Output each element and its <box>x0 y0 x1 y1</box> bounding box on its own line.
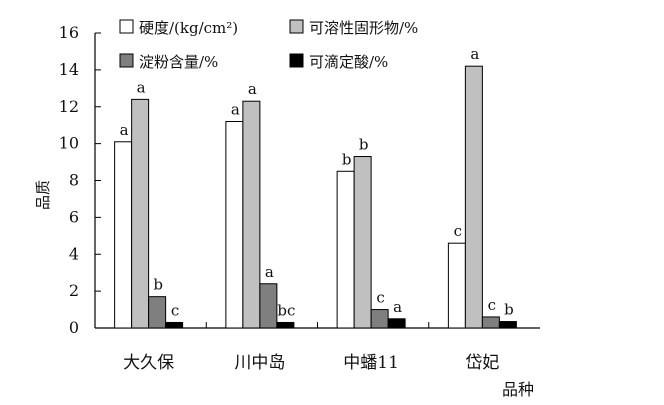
bar <box>114 141 133 329</box>
significance-letter: a <box>248 80 257 98</box>
bar <box>242 100 261 329</box>
legend: 硬度/(kg/cm²) 可溶性固形物/% 淀粉含量/% 可滴定酸/% <box>119 19 418 71</box>
legend-swatch <box>119 19 134 34</box>
bar <box>447 242 466 329</box>
legend-label: 可滴定酸/% <box>309 53 388 71</box>
bar <box>370 309 389 329</box>
bar <box>131 98 150 329</box>
significance-letter: c <box>454 222 462 240</box>
significance-letter: c <box>171 301 179 319</box>
significance-letter: a <box>265 263 274 281</box>
significance-letter: b <box>153 276 163 294</box>
y-tick-label: 2 <box>69 281 79 300</box>
significance-letter: b <box>342 150 352 168</box>
x-category-label: 川中岛 <box>234 353 285 373</box>
x-category-label: 大久保 <box>123 353 174 373</box>
y-tick-label: 8 <box>69 171 79 190</box>
y-tick-label: 10 <box>59 134 79 153</box>
legend-swatch <box>289 53 304 68</box>
bar <box>259 283 278 329</box>
legend-swatch <box>119 53 134 68</box>
significance-letter: a <box>120 121 129 139</box>
significance-letter: b <box>359 136 369 154</box>
significance-letter: a <box>231 101 240 119</box>
bar <box>148 296 167 329</box>
significance-letter: c <box>488 296 496 314</box>
legend-swatch <box>289 19 304 34</box>
bar <box>276 321 295 329</box>
y-tick-label: 12 <box>59 97 79 116</box>
bar <box>353 156 372 329</box>
y-axis-title: 品质 <box>34 180 52 210</box>
significance-letter: b <box>504 301 514 319</box>
bar <box>498 321 517 329</box>
significance-letter: a <box>393 298 402 316</box>
y-tick-label: 14 <box>59 60 79 79</box>
legend-label: 可溶性固形物/% <box>309 19 418 37</box>
significance-letter: a <box>470 45 479 63</box>
bar <box>336 170 355 329</box>
x-category-label: 中蟠11 <box>343 353 399 373</box>
x-category-label: 岱妃 <box>465 353 499 373</box>
significance-letter: bc <box>277 301 295 319</box>
legend-label: 淀粉含量/% <box>139 53 218 71</box>
y-tick-label: 0 <box>69 318 79 337</box>
significance-letter: a <box>137 78 146 96</box>
legend-label: 硬度/(kg/cm²) <box>139 19 238 37</box>
bar <box>387 318 406 329</box>
bar <box>481 316 500 329</box>
y-tick-label: 4 <box>69 244 79 263</box>
significance-letter: c <box>376 289 384 307</box>
bar <box>225 121 244 329</box>
y-tick-label: 16 <box>59 23 79 42</box>
bar <box>464 65 483 329</box>
bar <box>165 321 184 329</box>
x-axis-title: 品种 <box>502 380 534 399</box>
y-tick-label: 6 <box>69 207 79 226</box>
